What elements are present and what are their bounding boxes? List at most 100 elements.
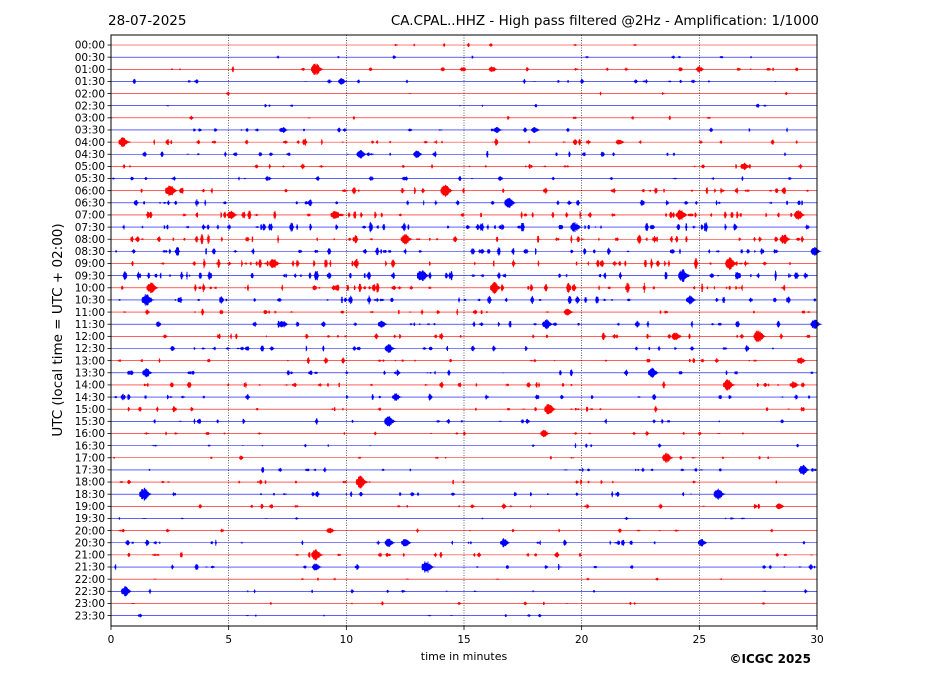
seismic-trace xyxy=(143,429,745,438)
seismic-trace xyxy=(165,103,768,108)
y-tick-label: 13:00 xyxy=(75,355,105,367)
y-tick-label: 11:00 xyxy=(75,307,105,319)
seismic-trace xyxy=(122,162,803,170)
y-tick-label: 00:30 xyxy=(75,52,105,64)
seismic-trace xyxy=(120,586,808,597)
y-tick-label: 01:00 xyxy=(75,64,105,76)
y-tick-label: 14:00 xyxy=(75,380,105,392)
seismic-trace xyxy=(122,221,810,233)
y-tick-label: 05:30 xyxy=(75,173,105,185)
y-tick-label: 04:00 xyxy=(75,137,105,149)
seismic-trace xyxy=(226,91,788,96)
seismic-trace xyxy=(153,416,784,427)
y-tick-label: 14:30 xyxy=(75,392,105,404)
y-tick-label: 21:30 xyxy=(75,562,105,574)
seismic-trace xyxy=(113,393,811,401)
y-tick-label: 16:00 xyxy=(75,428,105,440)
seismic-trace xyxy=(127,404,806,415)
date-label: 28-07-2025 xyxy=(108,13,186,29)
y-tick-label: 19:00 xyxy=(75,501,105,513)
y-tick-label: 01:30 xyxy=(75,76,105,88)
seismic-trace xyxy=(276,55,752,59)
y-tick-label: 13:30 xyxy=(75,367,105,379)
seismic-trace xyxy=(127,549,814,561)
seismic-trace xyxy=(132,78,777,85)
seismic-trace xyxy=(117,357,809,364)
seismic-trace xyxy=(118,527,774,534)
seismic-trace xyxy=(152,577,723,581)
seismic-trace xyxy=(198,503,786,510)
seismic-trace xyxy=(137,613,542,618)
y-tick-label: 04:30 xyxy=(75,149,105,161)
y-tick-label: 10:30 xyxy=(75,295,105,307)
y-tick-label: 12:00 xyxy=(75,331,105,343)
seismic-trace xyxy=(130,234,804,245)
y-tick-label: 07:00 xyxy=(75,210,105,222)
chart-title: CA.CPAL..HHZ - High pass filtered @2Hz -… xyxy=(391,13,819,29)
y-tick-label: 20:30 xyxy=(75,537,105,549)
seismic-trace xyxy=(122,269,809,282)
y-tick-label: 09:30 xyxy=(75,270,105,282)
seismic-trace xyxy=(393,43,638,47)
x-axis-ticks: 0 5 10 15 20 25 30 xyxy=(108,626,824,646)
x-tick-label: 20 xyxy=(575,634,588,646)
seismic-trace xyxy=(121,282,786,294)
seismic-trace xyxy=(155,319,824,330)
seismic-trace xyxy=(115,247,823,256)
y-tick-label: 22:00 xyxy=(75,574,105,586)
seismic-trace xyxy=(133,197,803,208)
y-tick-label: 03:30 xyxy=(75,125,105,137)
y-tick-label: 15:30 xyxy=(75,416,105,428)
y-tick-label: 22:30 xyxy=(75,586,105,598)
y-tick-label: 23:30 xyxy=(75,610,105,622)
y-axis-ticks: 00:0000:3001:0001:3002:0002:3003:0003:30… xyxy=(75,40,111,622)
seismic-trace xyxy=(151,443,800,448)
y-tick-label: 08:00 xyxy=(75,234,105,246)
x-tick-label: 15 xyxy=(457,634,470,646)
y-tick-label: 07:30 xyxy=(75,222,105,234)
seismic-trace xyxy=(142,150,787,159)
y-axis-label: UTC (local time = UTC + 02:00) xyxy=(50,223,66,436)
seismic-trace xyxy=(131,257,791,270)
copyright-label: ©ICGC 2025 xyxy=(729,652,811,666)
y-tick-label: 16:30 xyxy=(75,440,105,452)
y-tick-label: 15:00 xyxy=(75,404,105,416)
seismic-trace xyxy=(117,294,816,306)
y-tick-label: 21:00 xyxy=(75,550,105,562)
y-tick-label: 18:00 xyxy=(75,477,105,489)
seismic-trace xyxy=(118,137,799,147)
seismic-trace xyxy=(114,561,816,573)
y-tick-label: 17:00 xyxy=(75,452,105,464)
y-tick-label: 08:30 xyxy=(75,246,105,258)
seismic-trace xyxy=(162,330,811,343)
y-tick-label: 09:00 xyxy=(75,258,105,270)
x-tick-label: 30 xyxy=(810,634,823,646)
y-tick-label: 11:30 xyxy=(75,319,105,331)
seismic-trace xyxy=(142,379,806,391)
seismic-trace xyxy=(111,176,792,181)
seismic-trace xyxy=(146,209,807,221)
y-tick-label: 12:30 xyxy=(75,343,105,355)
y-tick-label: 00:00 xyxy=(75,40,105,52)
x-tick-label: 0 xyxy=(108,634,115,646)
y-tick-label: 23:00 xyxy=(75,598,105,610)
y-tick-label: 05:00 xyxy=(75,161,105,173)
x-axis-label: time in minutes xyxy=(421,650,508,663)
y-tick-label: 02:00 xyxy=(75,88,105,100)
seismic-trace xyxy=(127,367,815,378)
vertical-gridlines xyxy=(228,35,700,626)
y-tick-label: 06:30 xyxy=(75,198,105,210)
seismic-trace xyxy=(140,184,810,197)
y-tick-label: 02:30 xyxy=(75,100,105,112)
y-tick-label: 17:30 xyxy=(75,465,105,477)
seismic-trace xyxy=(118,516,746,520)
seismic-trace xyxy=(119,475,778,489)
y-tick-label: 19:30 xyxy=(75,513,105,525)
seismic-trace xyxy=(125,538,806,548)
y-tick-label: 10:00 xyxy=(75,283,105,295)
seismic-traces xyxy=(111,43,824,618)
y-tick-label: 18:30 xyxy=(75,489,105,501)
seismic-trace xyxy=(139,487,728,501)
